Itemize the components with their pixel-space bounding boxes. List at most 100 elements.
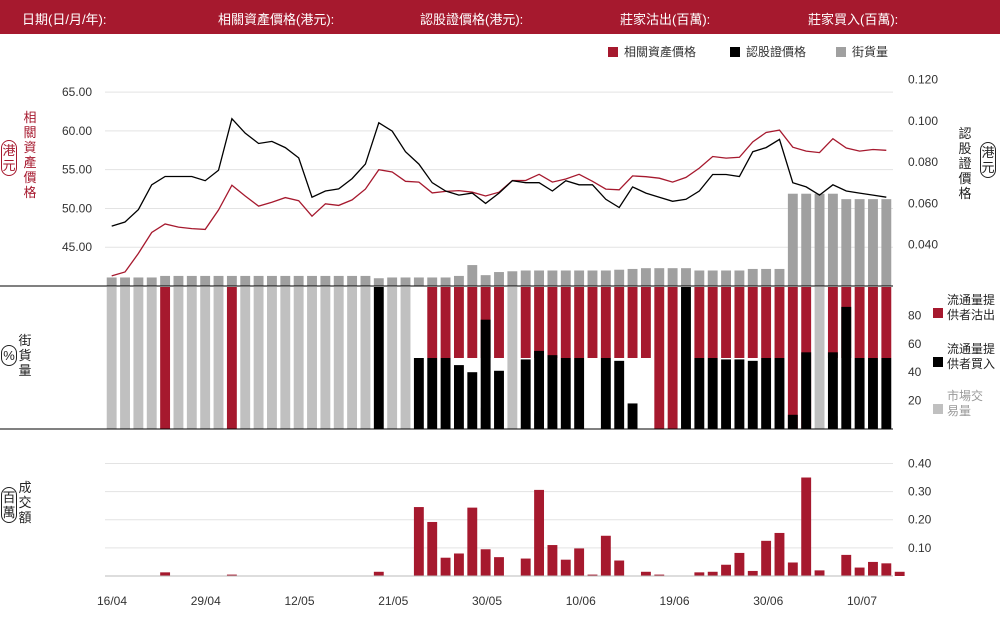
- turnover-bar: [427, 521, 438, 576]
- legend-sell-label: 流通量提供者沽出: [947, 293, 996, 322]
- liquidity-sell-bar: [654, 287, 665, 429]
- outstanding-bar: [534, 270, 545, 286]
- outstanding-bar: [200, 275, 211, 286]
- outstanding-bar: [881, 199, 892, 286]
- outstanding-bar: [186, 275, 197, 286]
- market-volume-bar: [213, 287, 224, 429]
- outstanding-bar: [707, 270, 718, 286]
- turnover-bar: [440, 557, 451, 576]
- market-volume-bar: [293, 287, 304, 429]
- outstanding-bar: [440, 277, 451, 286]
- outstanding-bar: [721, 270, 731, 286]
- liquidity-buy-bar: [440, 358, 451, 429]
- liquidity-buy-bar: [467, 372, 478, 429]
- right-price-axis-label: 認股證價格: [958, 126, 972, 201]
- legend-swatch-market: [933, 404, 943, 414]
- left-pct-axis-unit: %: [1, 345, 17, 366]
- market-volume-bar: [120, 287, 130, 429]
- market-volume-bar: [347, 287, 358, 429]
- legend-swatch-sell: [933, 308, 943, 318]
- turnover-bar: [480, 549, 491, 576]
- market-volume-bar: [186, 287, 197, 429]
- legend-swatch-outstanding: [836, 47, 846, 57]
- liquidity-buy-bar: [868, 358, 878, 429]
- liquidity-buy-bar: [761, 358, 772, 429]
- liquidity-sell-bar: [667, 287, 678, 429]
- liquidity-buy-bar: [413, 358, 424, 429]
- outstanding-bar: [293, 275, 304, 286]
- liquidity-sell-bar: [854, 287, 865, 358]
- outstanding-bar: [133, 277, 144, 286]
- liquidity-sell-bar: [774, 287, 785, 358]
- market-volume-bar: [280, 287, 291, 429]
- turnover-bar: [734, 552, 745, 576]
- legend-buy-label: 流通量提供者買入: [947, 342, 996, 371]
- market-volume-bar: [133, 287, 144, 429]
- liquidity-buy-bar: [600, 358, 611, 429]
- outstanding-bar: [494, 272, 504, 286]
- y-right-tick-label: 0.120: [908, 72, 938, 86]
- x-tick-label: 19/06: [659, 594, 689, 608]
- turnover-bar: [747, 570, 758, 576]
- outstanding-bar: [453, 275, 464, 286]
- turnover-bar: [721, 564, 731, 576]
- outstanding-bar: [574, 270, 585, 286]
- legend-market-label: 市場交易量: [947, 389, 984, 418]
- market-volume-bar: [333, 287, 344, 429]
- outstanding-bar: [173, 275, 184, 286]
- y-left-tick-label: 50.00: [62, 201, 92, 215]
- liquidity-buy-bar: [373, 287, 384, 429]
- market-volume-bar: [507, 287, 518, 429]
- outstanding-bar: [640, 268, 651, 286]
- liquidity-buy-bar: [453, 365, 464, 429]
- market-volume-bar: [240, 287, 251, 429]
- liquidity-sell-bar: [881, 287, 892, 358]
- legend-warrant-label: 認股證價格: [746, 45, 807, 59]
- liquidity-sell-bar: [534, 287, 545, 358]
- liquidity-buy-bar: [827, 352, 838, 429]
- x-tick-label: 16/04: [97, 594, 127, 608]
- liquidity-sell-bar: [560, 287, 571, 358]
- liquidity-buy-bar: [534, 350, 545, 429]
- turnover-bar: [413, 507, 424, 576]
- y-left-tick-label: 60.00: [62, 124, 92, 138]
- turnover-bar: [881, 563, 892, 576]
- legend-warrant: 認股證價格: [730, 43, 806, 60]
- liquidity-sell-bar: [494, 287, 504, 358]
- y-left-tick-label: 65.00: [62, 85, 92, 99]
- y-left-tick-label: 55.00: [62, 163, 92, 177]
- liquidity-sell-bar: [427, 287, 438, 358]
- outstanding-bar: [226, 275, 237, 286]
- market-volume-bar: [253, 287, 264, 429]
- x-tick-label: 29/04: [191, 594, 221, 608]
- left-vol-axis-label: 成交額: [18, 480, 32, 525]
- legend-swatch-warrant: [730, 47, 740, 57]
- liquidity-sell-bar: [574, 287, 585, 358]
- issuer-sell-label: 莊家沽出(百萬):: [620, 12, 711, 27]
- header-bar: 日期(日/月/年): 相關資產價格(港元): 認股證價格(港元): 莊家沽出(百…: [0, 0, 1000, 34]
- turnover-bar: [600, 535, 611, 576]
- outstanding-bar: [427, 277, 438, 286]
- outstanding-bar: [320, 275, 331, 286]
- market-volume-bar: [106, 287, 117, 429]
- x-tick-label: 12/05: [284, 594, 314, 608]
- outstanding-bar: [734, 270, 745, 286]
- turnover-bar: [494, 557, 504, 576]
- legend-underlying-label: 相關資產價格: [624, 45, 697, 59]
- turnover-bar: [226, 574, 237, 576]
- turnover-bar: [774, 532, 785, 576]
- outstanding-bar: [347, 275, 358, 286]
- liquidity-sell-bar: [547, 287, 558, 358]
- liquidity-buy-bar: [627, 403, 638, 429]
- legend-outstanding-label: 街貨量: [852, 45, 889, 59]
- legend-swatch-buy: [933, 357, 943, 367]
- outstanding-bar: [827, 193, 838, 286]
- liquidity-sell-bar: [640, 287, 651, 358]
- date-label: 日期(日/月/年):: [22, 12, 107, 27]
- outstanding-bar: [667, 268, 678, 286]
- y-turnover-tick-label: 0.10: [908, 541, 932, 555]
- outstanding-bar: [654, 268, 665, 286]
- liquidity-sell-bar: [721, 287, 731, 358]
- liquidity-sell-bar: [787, 287, 798, 429]
